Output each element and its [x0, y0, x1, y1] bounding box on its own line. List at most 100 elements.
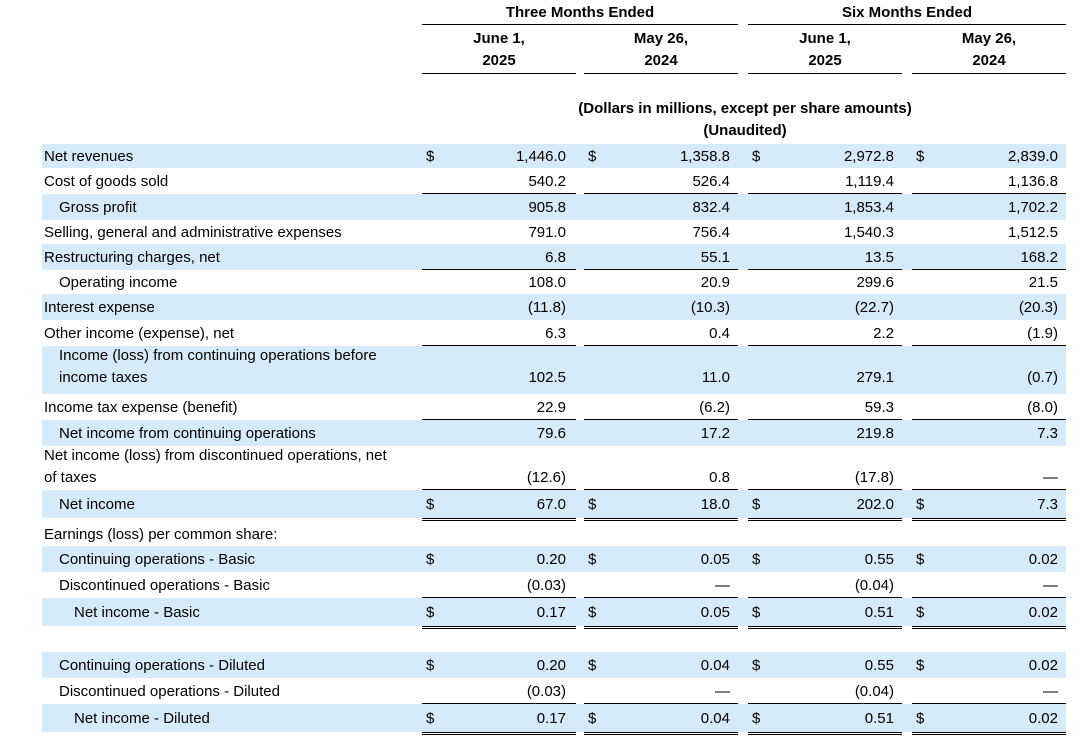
table-cell-value: (17.8) — [854, 469, 894, 486]
row-label: Discontinued operations - Diluted — [59, 683, 280, 700]
header-col2: May 26, 2024 — [584, 28, 738, 74]
table-cell-value: — — [1043, 469, 1058, 486]
row-label: Continuing operations - Basic — [59, 551, 255, 568]
table-cell-value: (10.3) — [690, 299, 730, 316]
row-label: Discontinued operations - Basic — [59, 577, 270, 594]
table-cell-value: 0.51 — [864, 604, 894, 621]
table-cell-value: (11.8) — [527, 299, 566, 316]
header-col4: May 26, 2024 — [912, 28, 1066, 74]
table-cell-value: 11.0 — [701, 369, 730, 386]
table-cell-value: 0.02 — [1028, 710, 1058, 727]
table-cell-value: 18.0 — [700, 496, 730, 513]
table-cell-value: 2,839.0 — [1007, 148, 1058, 165]
table-cell-value: 1,540.3 — [843, 224, 894, 241]
header-col2-line2: 2024 — [644, 52, 678, 69]
subtotal-rule — [584, 419, 738, 420]
subtotal-rule — [912, 419, 1066, 420]
table-cell-value: 832.4 — [692, 199, 730, 216]
total-double-rule — [584, 731, 738, 735]
subtotal-rule — [422, 193, 576, 194]
dollar-sign: $ — [426, 604, 435, 621]
table-cell-value: 0.04 — [700, 657, 730, 674]
table-cell-value: 6.8 — [545, 249, 566, 266]
row-label: Selling, general and administrative expe… — [44, 224, 342, 241]
table-cell-value: — — [1043, 577, 1058, 594]
total-double-rule — [422, 517, 576, 521]
dollar-sign: $ — [916, 604, 925, 621]
table-cell-value: 905.8 — [528, 199, 566, 216]
table-cell-value: 17.2 — [700, 425, 730, 442]
total-double-rule — [912, 731, 1066, 735]
subtotal-rule — [584, 489, 738, 490]
dollar-sign: $ — [752, 496, 761, 513]
subtotal-rule — [422, 419, 576, 420]
table-cell-value: 791.0 — [528, 224, 566, 241]
table-cell-value: 0.20 — [536, 657, 566, 674]
table-cell-value: (12.6) — [526, 469, 566, 486]
total-double-rule — [748, 517, 902, 521]
total-double-rule — [912, 625, 1066, 629]
subtotal-rule — [912, 345, 1066, 346]
unaudited-line: (Unaudited) — [703, 122, 787, 139]
table-cell-value: 0.02 — [1028, 604, 1058, 621]
table-cell-value: 1,358.8 — [679, 148, 730, 165]
header-six-months: Six Months Ended — [748, 2, 1066, 25]
header-col2-line1: May 26, — [633, 30, 689, 47]
subtotal-rule — [912, 489, 1066, 490]
table-cell-value: 0.4 — [709, 325, 730, 342]
table-cell-value: 0.05 — [700, 604, 730, 621]
total-double-rule — [748, 731, 902, 735]
row-label: Net income from continuing operations — [59, 425, 316, 442]
subtotal-rule — [422, 489, 576, 490]
table-cell-value: 6.3 — [545, 325, 566, 342]
dollar-sign: $ — [426, 710, 435, 727]
dollar-sign: $ — [752, 710, 761, 727]
table-cell-value: 0.55 — [864, 657, 894, 674]
table-cell-value: 0.17 — [536, 604, 566, 621]
table-cell-value: (0.04) — [854, 577, 894, 594]
row-label-continued: of taxes — [44, 469, 97, 486]
table-cell-value: (6.2) — [699, 399, 730, 416]
subtotal-rule — [912, 597, 1066, 598]
dollar-sign: $ — [752, 657, 761, 674]
table-cell-value: 279.1 — [856, 369, 894, 386]
table-cell-value: 0.20 — [536, 551, 566, 568]
table-row — [42, 490, 1066, 518]
table-cell-value: (22.7) — [854, 299, 894, 316]
header-col1-line2: 2025 — [482, 52, 516, 69]
row-label: Net income (loss) from discontinued oper… — [44, 447, 387, 464]
table-cell-value: 756.4 — [692, 224, 730, 241]
dollar-sign: $ — [426, 551, 435, 568]
table-cell-value: 0.02 — [1028, 657, 1058, 674]
table-cell-value: (0.03) — [526, 683, 566, 700]
table-row — [42, 704, 1066, 732]
subtotal-rule — [748, 193, 902, 194]
row-label: Net revenues — [44, 148, 134, 165]
table-row — [42, 546, 1066, 572]
table-cell-value: 1,446.0 — [515, 148, 566, 165]
dollar-sign: $ — [588, 148, 597, 165]
table-cell-value: 0.51 — [864, 710, 894, 727]
table-cell-value: 20.9 — [700, 274, 730, 291]
subtotal-rule — [912, 193, 1066, 194]
table-cell-value: 0.02 — [1028, 551, 1058, 568]
dollar-sign: $ — [588, 496, 597, 513]
units-line: (Dollars in millions, except per share a… — [578, 100, 912, 117]
table-cell-value: (8.0) — [1027, 399, 1058, 416]
row-label: Income (loss) from continuing operations… — [59, 347, 377, 364]
header-col4-line2: 2024 — [972, 52, 1006, 69]
table-cell-value: 1,853.4 — [843, 199, 894, 216]
dollar-sign: $ — [916, 657, 925, 674]
table-cell-value: (0.7) — [1027, 369, 1058, 386]
header-col1-line1: June 1, — [473, 30, 525, 47]
row-label: Net income — [59, 496, 135, 513]
row-label: Continuing operations - Diluted — [59, 657, 265, 674]
total-double-rule — [584, 517, 738, 521]
row-label-continued: income taxes — [59, 369, 148, 386]
dollar-sign: $ — [426, 657, 435, 674]
dollar-sign: $ — [916, 551, 925, 568]
table-row — [42, 598, 1066, 626]
table-row — [42, 420, 1066, 446]
table-cell-value: 0.05 — [700, 551, 730, 568]
table-cell-value: 2,972.8 — [843, 148, 894, 165]
